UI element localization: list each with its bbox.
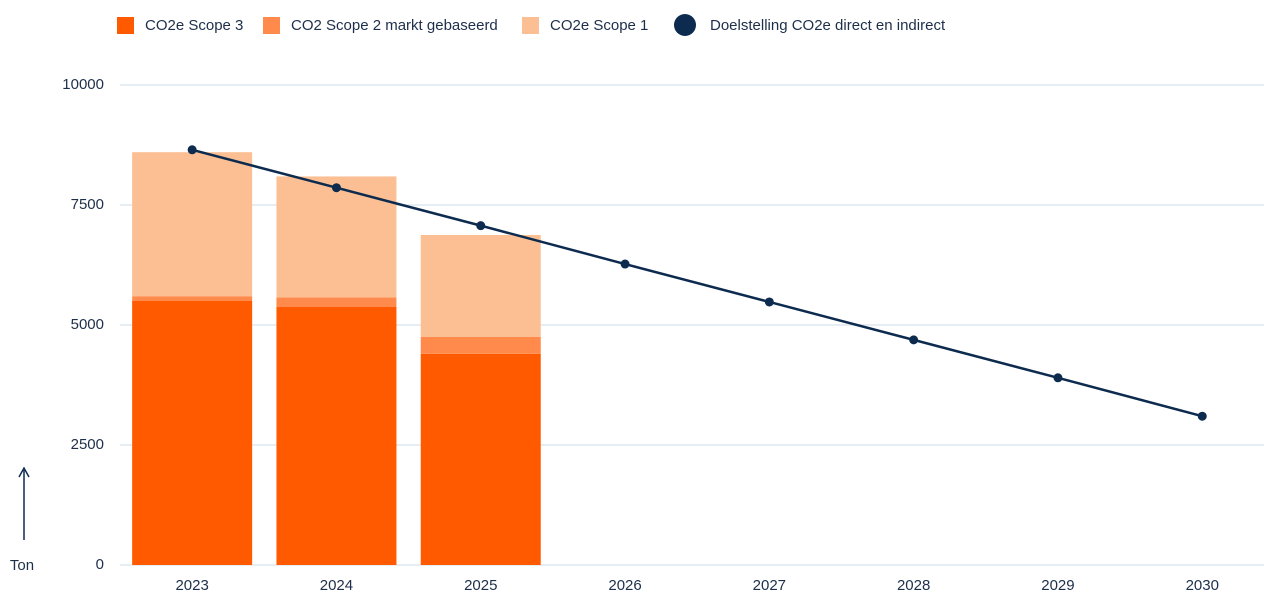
y-tick-label: 10000 xyxy=(62,76,104,93)
bar-segment xyxy=(132,152,253,297)
y-tick-label: 2500 xyxy=(71,436,104,453)
target-point xyxy=(764,297,774,307)
x-tick-label: 2024 xyxy=(320,577,353,594)
target-line xyxy=(191,148,1203,418)
legend-marker xyxy=(674,14,696,36)
target-point xyxy=(620,259,630,269)
target-point xyxy=(331,183,341,193)
target-point xyxy=(1197,411,1207,421)
bar-segment xyxy=(420,337,541,354)
legend-marker xyxy=(522,17,539,34)
bar-segment xyxy=(276,297,397,307)
y-tick-label: 5000 xyxy=(71,316,104,333)
bar-segment xyxy=(420,235,541,337)
bar-segment xyxy=(132,296,253,301)
x-tick-label: 2029 xyxy=(1041,577,1074,594)
y-tick-label: 7500 xyxy=(71,196,104,213)
bar-segment xyxy=(276,176,397,298)
bar-segment xyxy=(276,307,397,565)
legend-label: CO2 Scope 2 markt gebaseerd xyxy=(291,17,498,34)
x-tick-label: 2025 xyxy=(464,577,497,594)
legend-label: Doelstelling CO2e direct en indirect xyxy=(710,17,946,34)
bar-segment xyxy=(420,353,541,565)
y-axis-label: Ton xyxy=(10,557,34,574)
bar-segment xyxy=(132,301,253,565)
legend-label: CO2e Scope 1 xyxy=(550,17,648,34)
target-point xyxy=(1053,373,1063,383)
x-tick-label: 2027 xyxy=(753,577,786,594)
x-tick-label: 2026 xyxy=(608,577,641,594)
x-tick-label: 2023 xyxy=(175,577,208,594)
x-tick-label: 2028 xyxy=(897,577,930,594)
target-point xyxy=(909,335,919,345)
x-tick-label: 2030 xyxy=(1186,577,1219,594)
target-point xyxy=(187,145,197,155)
legend-label: CO2e Scope 3 xyxy=(145,17,243,34)
legend-marker xyxy=(117,17,134,34)
target-point xyxy=(476,221,486,231)
legend-marker xyxy=(263,17,280,34)
y-tick-label: 0 xyxy=(96,556,104,573)
y-axis-arrow-head xyxy=(18,466,30,478)
